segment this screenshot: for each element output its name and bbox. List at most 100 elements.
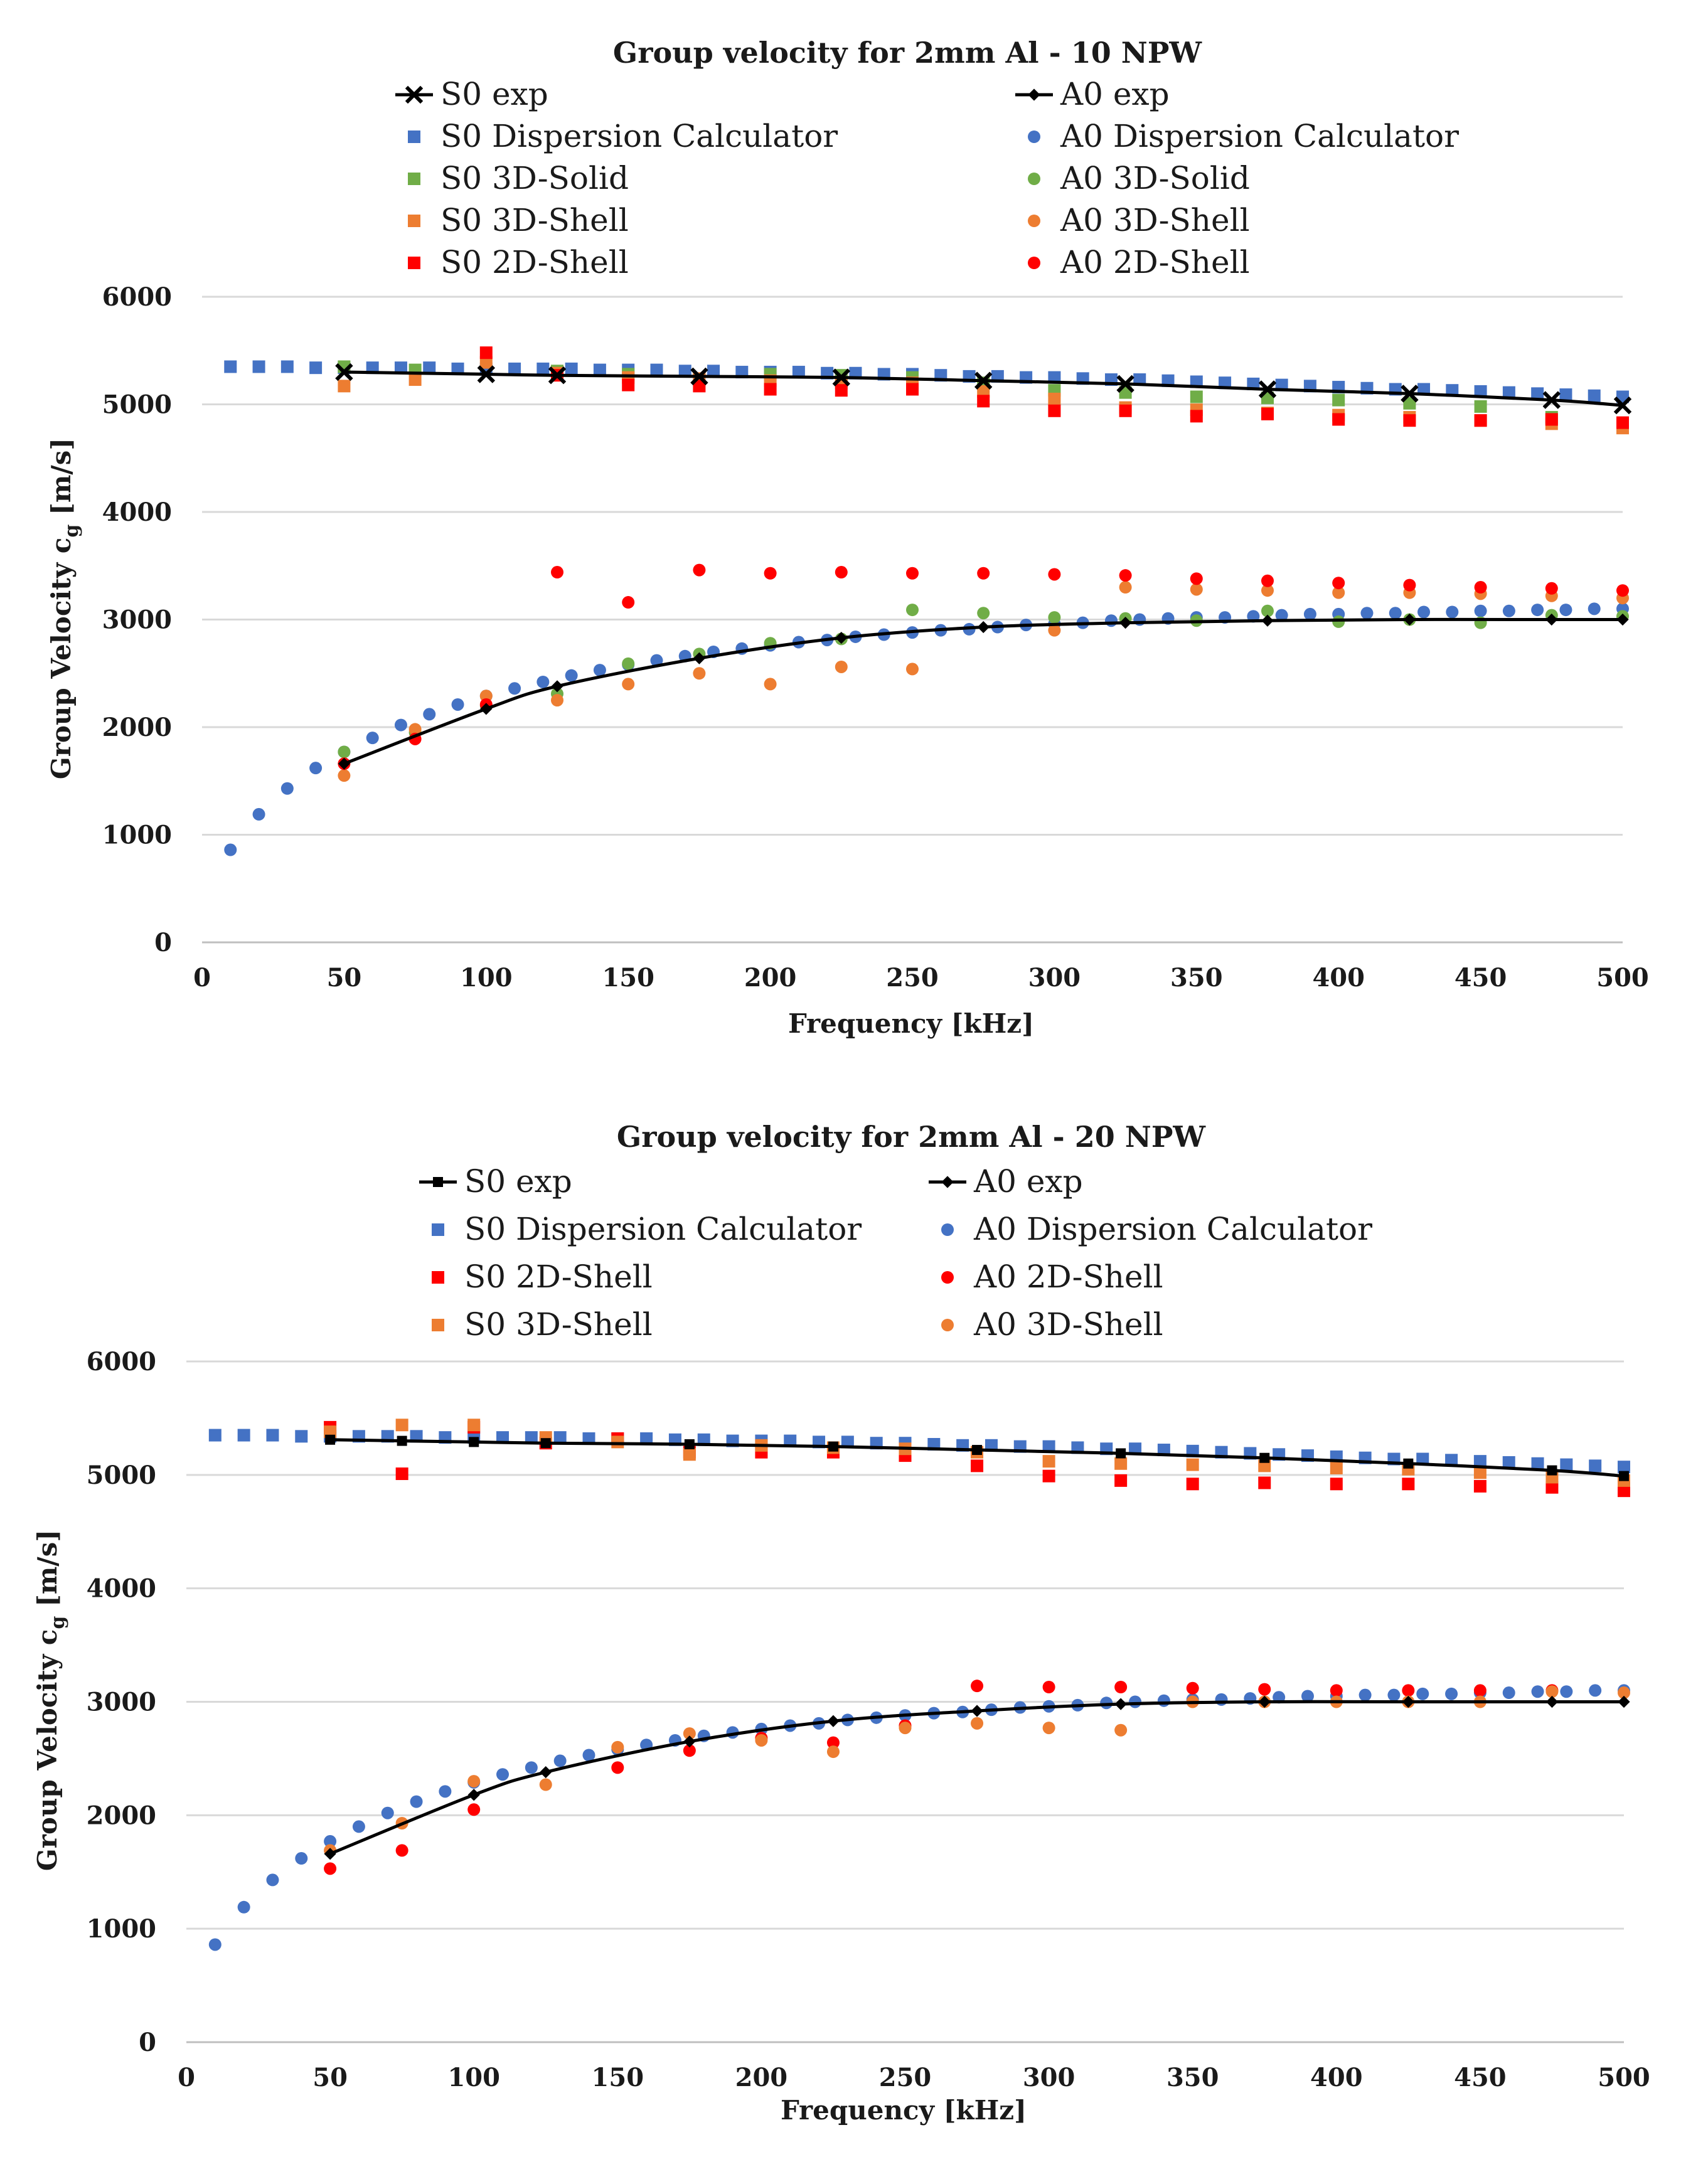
chart-2-data-point [1618,1695,1630,1708]
chart-1-data-point [835,660,848,673]
chart-1-data-point [548,366,567,385]
chart-1-data-point [1545,582,1558,595]
chart-1-data-point [593,363,606,376]
chart-1-data-point [1048,568,1061,581]
chart-2-data-point [1473,1479,1486,1493]
chart-1-data-point [338,769,351,782]
chart-2-y-tick-label: 0 [139,2028,156,2057]
chart-1-data-point [1261,604,1274,617]
chart-2-data-point [683,1735,696,1748]
chart-1-data-point [1401,385,1419,403]
legend-label: S0 Dispersion Calculator [440,118,838,154]
chart-2-series-s0-2d-shell [324,1420,1630,1498]
chart-2-data-point [1330,1478,1343,1491]
chart-1-data-point [224,843,237,856]
chart-2-data-point [467,1775,481,1788]
legend-marker-swatch [408,215,420,227]
chart-1-y-axis-label-main: Group Velocity c [46,538,77,780]
chart-1-x-tick-label: 200 [744,963,797,993]
chart-2-data-point [397,1435,407,1446]
chart-2-legend-item-s0-3d-shell: S0 3D-Shell [432,1306,653,1343]
chart-2-data-point [1186,1478,1199,1491]
chart-2-data-point [381,1806,394,1819]
chart-2-data-point [971,1705,983,1717]
chart-1-data-point [1446,384,1459,397]
chart-1-x-tick-label: 300 [1028,963,1081,993]
chart-1-data-point [1261,614,1274,627]
chart-1-x-axis-label: Frequency [kHz] [788,1008,1034,1039]
chart-1-data-point [309,361,323,375]
legend-label: A0 exp [1060,76,1170,112]
chart-2-data-point [1618,1484,1630,1498]
chart-1-data-point [1116,375,1134,393]
chart-2-legend-item-s0-dispersion-calculator: S0 Dispersion Calculator [432,1211,862,1247]
chart-2-x-axis-label: Frequency [kHz] [781,2095,1027,2126]
chart-1-y-axis-label-subscript: g [61,525,83,538]
chart-1-data-point [309,762,323,775]
legend-label: S0 3D-Solid [440,160,629,196]
chart-2-data-point [1403,1458,1414,1469]
chart-1-y-tick-label: 2000 [102,713,172,742]
chart-1-data-point [693,667,706,680]
chart-1-data-point [1048,371,1061,384]
legend-marker-swatch [432,1271,444,1284]
chart-2-data-point [1116,1448,1126,1459]
chart-2-y-tick-label: 3000 [87,1688,156,1717]
chart-1-data-point [1474,414,1487,427]
chart-2-data-point [467,1419,481,1432]
legend-marker-swatch [1028,88,1040,101]
chart-1-data-point [1190,390,1203,403]
chart-2-data-point [1258,1476,1271,1489]
chart-2-y-tick-label: 1000 [87,1914,156,1944]
chart-1-x-tick-label: 150 [602,963,654,993]
chart-2-data-point [1545,1685,1559,1698]
chart-2-y-tick-label: 5000 [87,1461,156,1490]
chart-2-data-point [1330,1684,1343,1697]
legend-marker-swatch [1028,173,1040,185]
chart-2-data-point [1129,1695,1142,1708]
chart-2-data-point [1114,1698,1127,1710]
chart-2-data-point [208,1938,222,1951]
chart-2-data-point [1547,1465,1557,1476]
chart-2-data-point [826,1736,840,1749]
chart-2-x-tick-label: 0 [178,2063,195,2092]
legend-marker-swatch [941,1223,954,1236]
chart-2-data-point [1473,1466,1486,1479]
chart-1-data-point [1247,377,1260,390]
chart-2-data-point [208,1429,222,1442]
chart-1-data-point [479,356,493,369]
legend-label: A0 Dispersion Calculator [973,1211,1372,1247]
chart-2-data-point [683,1727,696,1740]
chart-1-data-point [479,346,493,359]
legend-marker-swatch [941,1319,954,1331]
chart-1-title: Group velocity for 2mm Al - 10 NPW [613,36,1202,70]
chart-2-legend-item-s0-exp: S0 exp [419,1163,572,1200]
chart-1-data-point [1332,615,1345,628]
chart-2-data-point [582,1432,595,1445]
legend-label: A0 Dispersion Calculator [1060,118,1459,154]
legend-label: S0 3D-Shell [440,202,629,238]
chart-1-data-point [366,732,379,745]
chart-1-y-tick-label: 0 [154,928,172,957]
chart-1-x-tick-label: 350 [1170,963,1223,993]
chart-2-data-point [611,1435,624,1449]
chart-1-data-point [252,807,265,821]
chart-2-data-point [237,1429,250,1442]
chart-2-data-point [1618,1461,1630,1474]
chart-2-data-point [1258,1695,1271,1708]
chart-2-legend: S0 exp A0 exp S0 Dispersion Calculator A0 D… [419,1163,1372,1343]
chart-1-data-point [1261,584,1274,597]
chart-1-data-point [1545,413,1558,426]
chart-1-data-point [408,723,422,736]
chart-1-y-axis-label-unit: [m/s] [46,438,77,525]
chart-1-data-point [1616,613,1629,626]
chart-1-data-point [835,632,848,644]
chart-1-data-point [906,383,919,396]
chart-1-series-a0-2d-shell [338,563,1629,770]
chart-2-data-point [553,1431,567,1444]
chart-2-data-point [683,1744,696,1757]
chart-2-data-point [352,1820,365,1833]
chart-1-y-tick-label: 1000 [102,821,172,850]
chart-2-data-point [467,1803,481,1816]
chart-1-data-point [1531,387,1544,400]
